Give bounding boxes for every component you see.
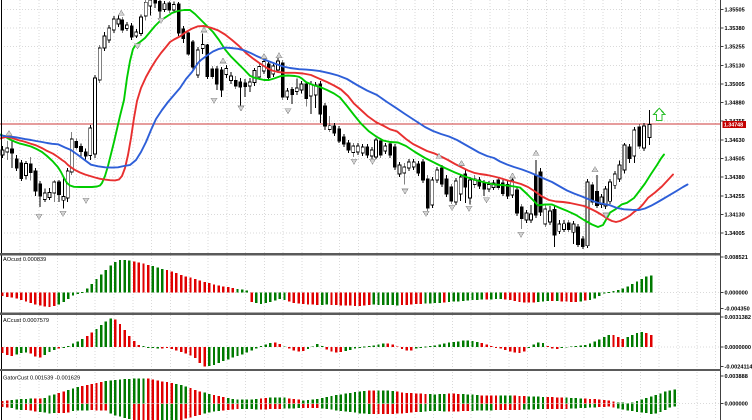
svg-text:1.35005: 1.35005 xyxy=(725,82,745,88)
svg-text:1.35505: 1.35505 xyxy=(725,7,745,13)
svg-text:ACcust 0.0007579: ACcust 0.0007579 xyxy=(3,318,49,324)
svg-text:1.35255: 1.35255 xyxy=(725,45,745,51)
svg-text:1.35130: 1.35130 xyxy=(725,63,745,69)
svg-text:1.34630: 1.34630 xyxy=(725,138,745,144)
svg-text:0.000000: 0.000000 xyxy=(725,401,748,407)
svg-text:-0.004350: -0.004350 xyxy=(725,306,750,312)
svg-text:1.35380: 1.35380 xyxy=(725,26,745,32)
svg-text:0.0000000: 0.0000000 xyxy=(725,345,751,351)
svg-text:1.34380: 1.34380 xyxy=(725,175,745,181)
svg-text:1.34880: 1.34880 xyxy=(725,101,745,107)
svg-text:0.008521: 0.008521 xyxy=(725,255,748,261)
svg-text:0.000000: 0.000000 xyxy=(725,291,748,297)
svg-text:0.0031382: 0.0031382 xyxy=(725,315,751,321)
svg-text:AOcust 0.000839: AOcust 0.000839 xyxy=(3,257,46,263)
svg-text:1.34255: 1.34255 xyxy=(725,194,745,200)
svg-text:-0.0024114: -0.0024114 xyxy=(725,365,752,371)
svg-text:0.003888: 0.003888 xyxy=(725,374,748,380)
svg-text:1.34505: 1.34505 xyxy=(725,157,745,163)
svg-text:1.34748: 1.34748 xyxy=(724,123,743,129)
svg-text:GatorCust 0.001539 -0.001629: GatorCust 0.001539 -0.001629 xyxy=(3,376,80,382)
svg-text:1.34005: 1.34005 xyxy=(725,231,745,237)
svg-text:1.34130: 1.34130 xyxy=(725,212,745,218)
